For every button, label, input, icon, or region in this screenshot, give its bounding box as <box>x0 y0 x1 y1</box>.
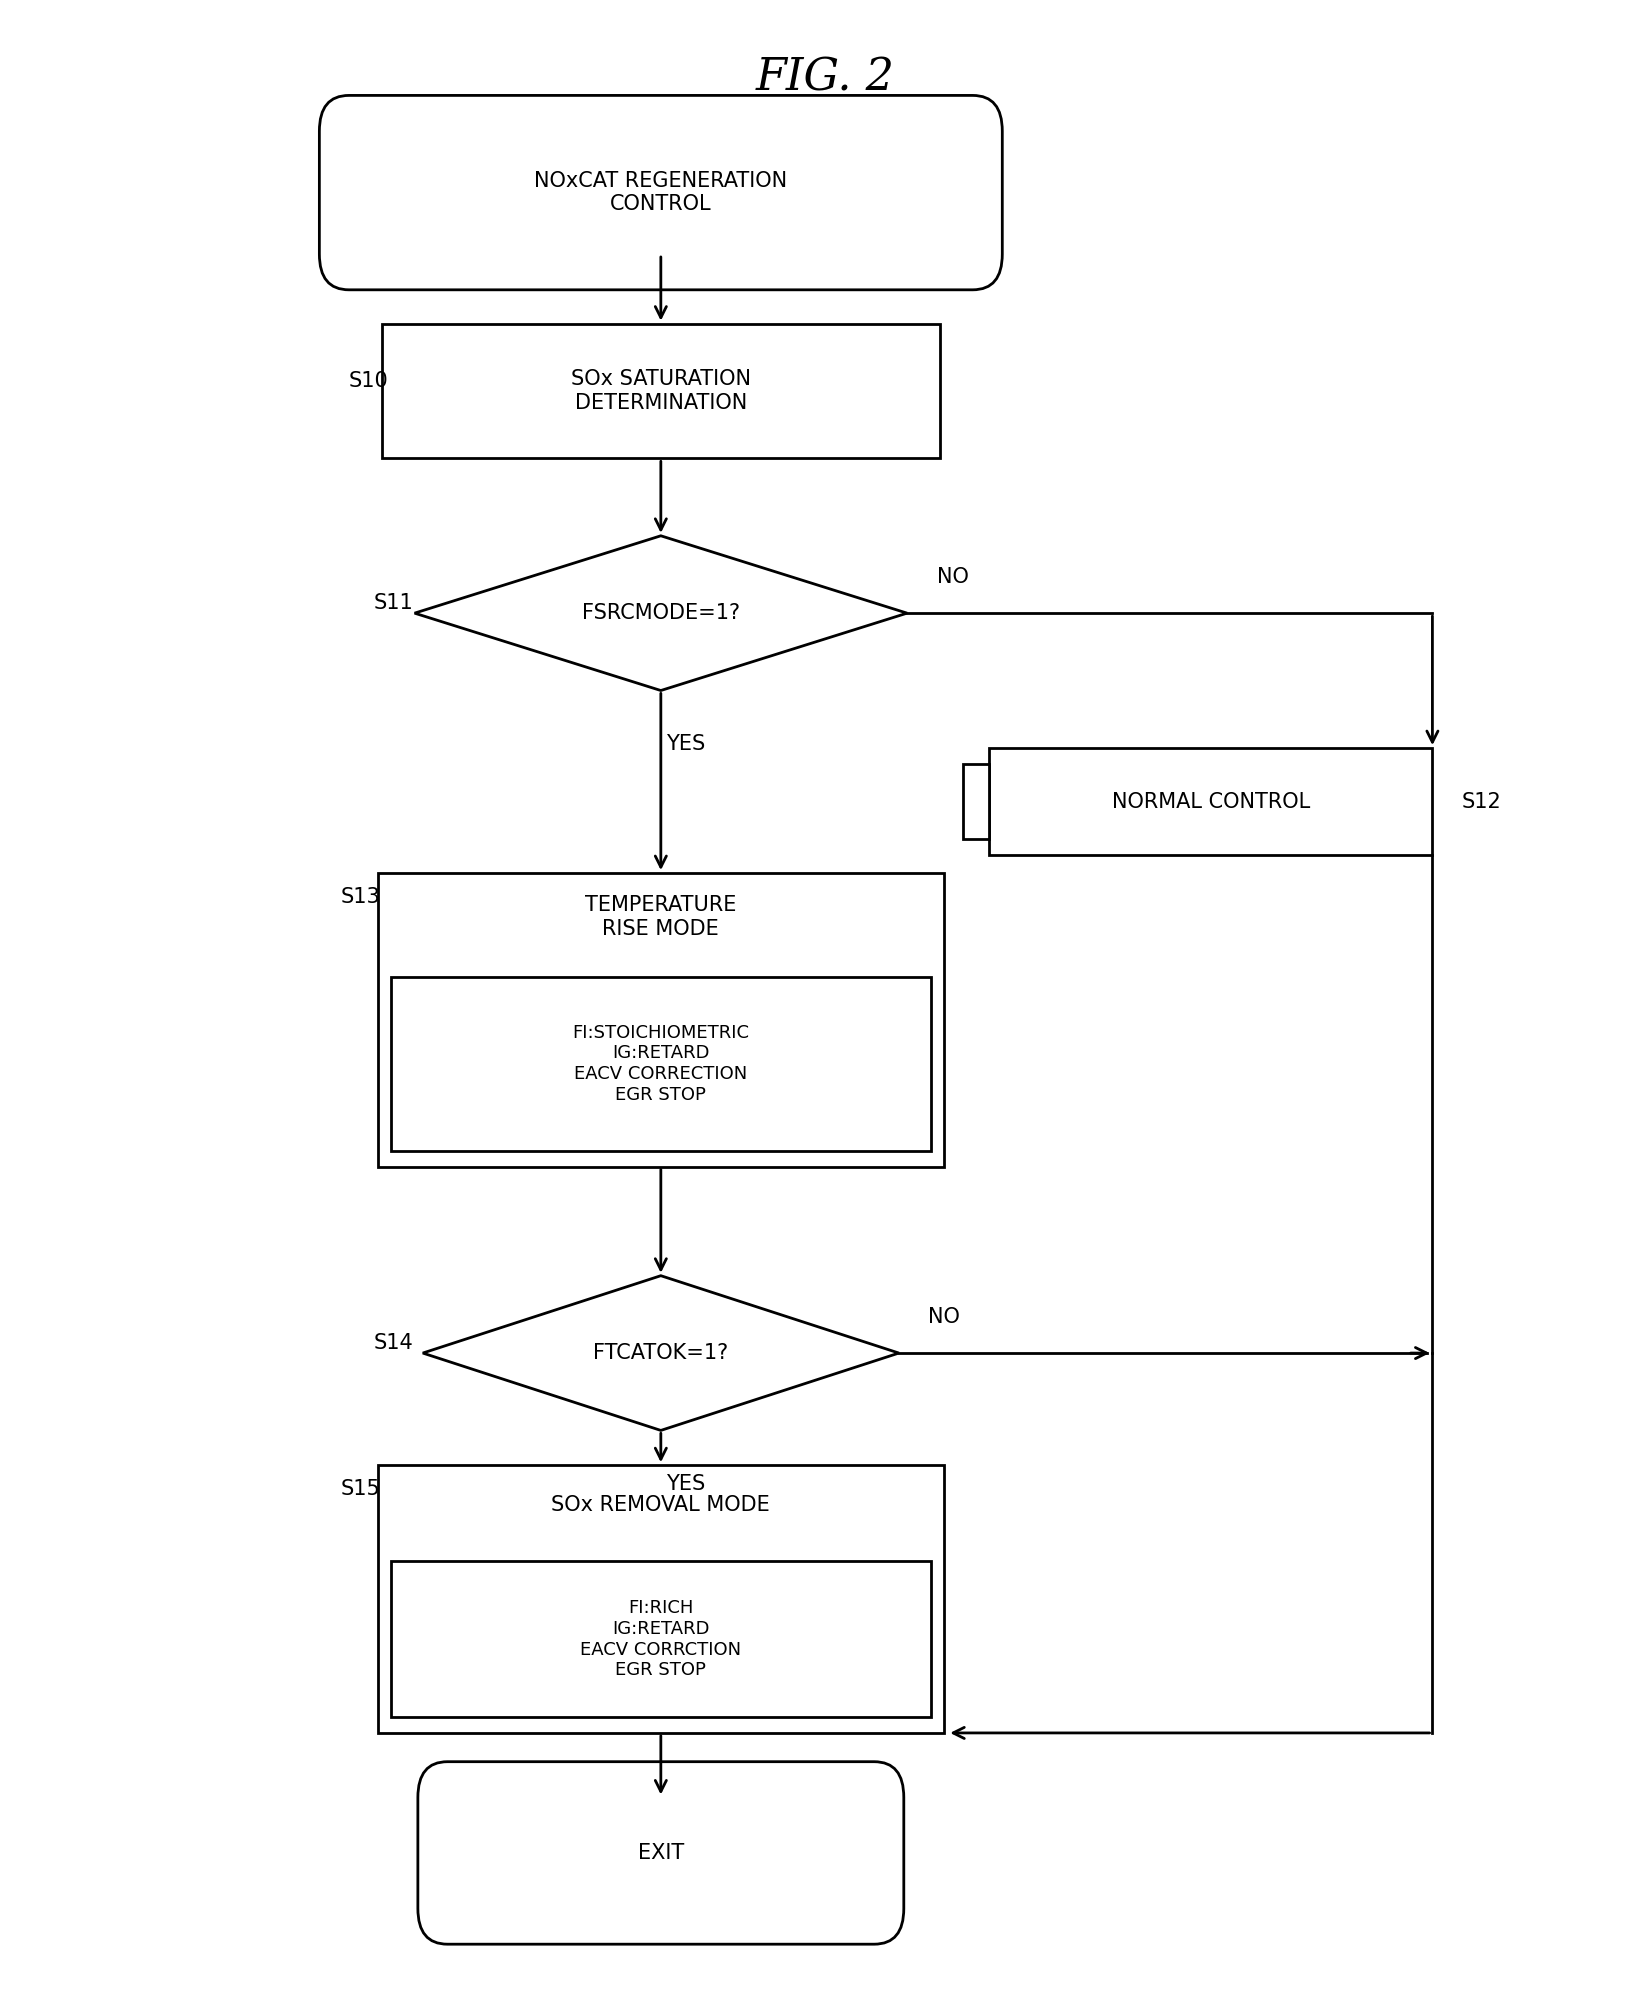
Text: YES: YES <box>667 735 705 755</box>
Text: S11: S11 <box>373 594 412 614</box>
Text: FSRCMODE=1?: FSRCMODE=1? <box>582 604 739 623</box>
Text: NO: NO <box>929 1307 960 1327</box>
Bar <box>391 1562 931 1717</box>
Bar <box>378 872 944 1167</box>
Text: S12: S12 <box>1462 791 1502 811</box>
FancyBboxPatch shape <box>320 96 1002 289</box>
Text: S15: S15 <box>340 1478 381 1498</box>
Text: EXIT: EXIT <box>637 1843 685 1863</box>
Text: NOxCAT REGENERATION
CONTROL: NOxCAT REGENERATION CONTROL <box>535 171 787 215</box>
Text: S10: S10 <box>348 371 389 390</box>
Text: TEMPERATURE
RISE MODE: TEMPERATURE RISE MODE <box>586 896 736 938</box>
Bar <box>381 323 940 458</box>
Bar <box>988 749 1432 855</box>
Text: SOx SATURATION
DETERMINATION: SOx SATURATION DETERMINATION <box>571 369 751 412</box>
Text: FI:STOICHIOMETRIC
IG:RETARD
EACV CORRECTION
EGR STOP: FI:STOICHIOMETRIC IG:RETARD EACV CORRECT… <box>573 1024 749 1104</box>
FancyBboxPatch shape <box>417 1761 904 1944</box>
Polygon shape <box>422 1275 899 1430</box>
Text: NORMAL CONTROL: NORMAL CONTROL <box>1112 791 1310 811</box>
Text: S14: S14 <box>373 1333 412 1353</box>
Text: FTCATOK=1?: FTCATOK=1? <box>594 1343 728 1363</box>
Bar <box>378 1466 944 1733</box>
Bar <box>391 976 931 1151</box>
Text: FI:RICH
IG:RETARD
EACV CORRCTION
EGR STOP: FI:RICH IG:RETARD EACV CORRCTION EGR STO… <box>581 1600 741 1679</box>
Text: SOx REMOVAL MODE: SOx REMOVAL MODE <box>551 1496 771 1516</box>
Text: FIG. 2: FIG. 2 <box>756 56 894 100</box>
Text: S13: S13 <box>340 886 381 906</box>
Polygon shape <box>414 536 908 691</box>
Text: YES: YES <box>667 1474 705 1494</box>
Text: NO: NO <box>937 568 969 588</box>
Bar <box>964 765 988 839</box>
